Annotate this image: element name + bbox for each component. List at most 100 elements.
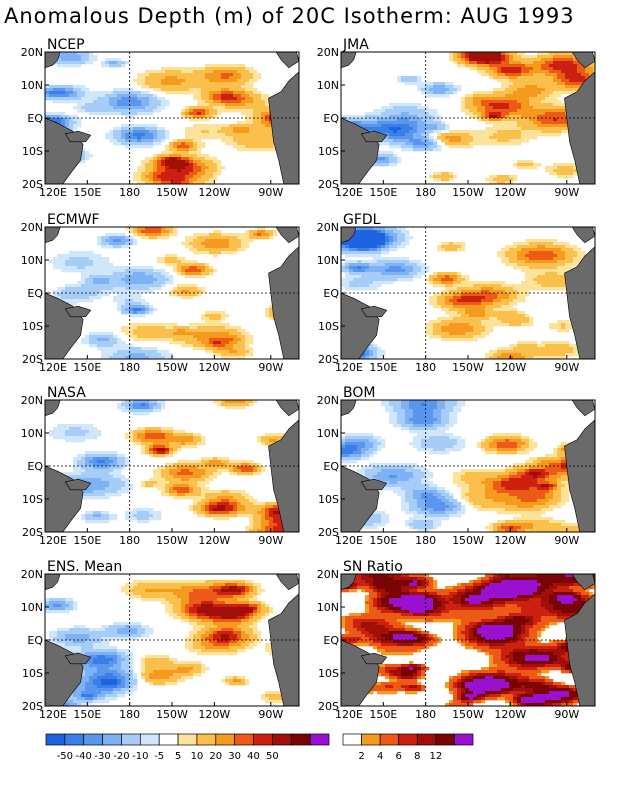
lon-tick-label: 120E bbox=[335, 186, 363, 199]
panel-label: BOM bbox=[343, 385, 375, 401]
lat-tick-label: EQ bbox=[27, 460, 43, 473]
lat-tick-label: 10N bbox=[317, 254, 339, 267]
lat-tick-label: EQ bbox=[323, 287, 339, 300]
colorbar-label: -10 bbox=[132, 751, 148, 762]
anomaly-field bbox=[341, 574, 595, 706]
lon-tick-label: 90W bbox=[258, 534, 283, 547]
lat-tick-label: 10S bbox=[318, 667, 339, 680]
land-mass bbox=[341, 574, 357, 591]
colorbar-label: 5 bbox=[175, 751, 181, 762]
colorbar-anomaly: -50 -40 -30 -20 -10 -5 5 10 20 30 40 50 bbox=[45, 733, 330, 762]
lat-tick-label: 10N bbox=[21, 601, 43, 614]
land-mass bbox=[268, 71, 299, 184]
lat-tick-label: 10N bbox=[21, 79, 43, 92]
lon-tick-label: 90W bbox=[554, 534, 579, 547]
lat-tick-label: 20S bbox=[22, 353, 43, 366]
lon-tick-label: 180 bbox=[415, 361, 436, 374]
land-mass bbox=[564, 593, 595, 706]
land-mass bbox=[564, 71, 595, 184]
lon-tick-label: 150E bbox=[369, 708, 397, 721]
lon-tick-label: 150E bbox=[369, 534, 397, 547]
lon-tick-label: 150W bbox=[156, 361, 188, 374]
lat-tick-label: 20S bbox=[318, 700, 339, 713]
panel-label: GFDL bbox=[343, 212, 381, 228]
land-mass bbox=[64, 652, 92, 665]
colorbar-label: -50 bbox=[57, 751, 73, 762]
colorbar-swatch bbox=[342, 733, 362, 746]
lon-tick-label: 150W bbox=[156, 186, 188, 199]
lat-tick-label: 20N bbox=[21, 46, 43, 59]
lat-tick-label: 10S bbox=[318, 320, 339, 333]
land-mass bbox=[45, 400, 61, 417]
land-mass bbox=[341, 52, 357, 69]
colorbar-label: 30 bbox=[228, 751, 241, 762]
land-mass bbox=[341, 227, 357, 244]
lat-tick-label: 10N bbox=[317, 427, 339, 440]
lat-tick-label: EQ bbox=[27, 634, 43, 647]
lon-tick-label: 150W bbox=[452, 361, 484, 374]
lon-tick-label: 150W bbox=[156, 708, 188, 721]
lat-tick-label: 20S bbox=[318, 178, 339, 191]
panel-label: SN Ratio bbox=[343, 559, 403, 575]
lat-tick-label: 20N bbox=[317, 568, 339, 581]
land-mass bbox=[571, 52, 595, 69]
colorbar-swatch bbox=[196, 733, 217, 746]
land-mass bbox=[341, 400, 357, 417]
colorbar-swatch bbox=[253, 733, 273, 746]
panel-label: ENS. Mean bbox=[47, 559, 122, 575]
colorbar-swatch bbox=[139, 733, 160, 746]
lat-tick-label: 20N bbox=[21, 394, 43, 407]
colorbar-label: 12 bbox=[429, 751, 442, 762]
lat-tick-label: 20S bbox=[22, 700, 43, 713]
lon-tick-label: 120E bbox=[335, 708, 363, 721]
land-mass bbox=[275, 52, 299, 69]
colorbar-swatch bbox=[158, 733, 179, 746]
colorbar-swatch bbox=[398, 733, 418, 746]
lat-tick-label: 10N bbox=[317, 79, 339, 92]
lon-tick-label: 180 bbox=[119, 186, 140, 199]
colorbar-label: 40 bbox=[247, 751, 260, 762]
land-mass bbox=[571, 400, 595, 417]
colorbar-label: 20 bbox=[209, 751, 222, 762]
lat-tick-label: 20N bbox=[317, 394, 339, 407]
anomaly-field bbox=[45, 580, 299, 706]
land-mass bbox=[571, 574, 595, 591]
land-mass bbox=[564, 246, 595, 359]
lon-tick-label: 120E bbox=[335, 361, 363, 374]
lon-tick-label: 90W bbox=[554, 708, 579, 721]
land-mass bbox=[64, 130, 92, 143]
colorbar-swatch bbox=[416, 733, 437, 746]
lon-tick-label: 120W bbox=[198, 708, 230, 721]
panel-label: NASA bbox=[47, 385, 86, 401]
lat-tick-label: 10S bbox=[318, 493, 339, 506]
land-mass bbox=[64, 478, 92, 491]
land-mass bbox=[564, 419, 595, 532]
lon-tick-label: 150W bbox=[452, 186, 484, 199]
panel-label: NCEP bbox=[47, 37, 85, 53]
land-mass bbox=[275, 227, 299, 244]
lon-tick-label: 120E bbox=[39, 708, 67, 721]
anomaly-field bbox=[341, 400, 595, 532]
land-mass bbox=[268, 419, 299, 532]
colorbar-swatch bbox=[379, 733, 400, 746]
colorbar-swatch bbox=[45, 733, 66, 746]
colorbar-label: -40 bbox=[76, 751, 92, 762]
land-mass bbox=[268, 246, 299, 359]
figure-title: Anomalous Depth (m) of 20C Isotherm: AUG… bbox=[4, 4, 575, 28]
land-mass bbox=[45, 574, 61, 591]
lat-tick-label: EQ bbox=[323, 460, 339, 473]
land-mass bbox=[360, 130, 388, 143]
colorbar-label: -20 bbox=[113, 751, 129, 762]
colorbar-swatch bbox=[121, 733, 141, 746]
colorbar-swatch bbox=[102, 733, 122, 746]
lat-tick-label: 20S bbox=[318, 353, 339, 366]
colorbar-label: 2 bbox=[358, 751, 364, 762]
